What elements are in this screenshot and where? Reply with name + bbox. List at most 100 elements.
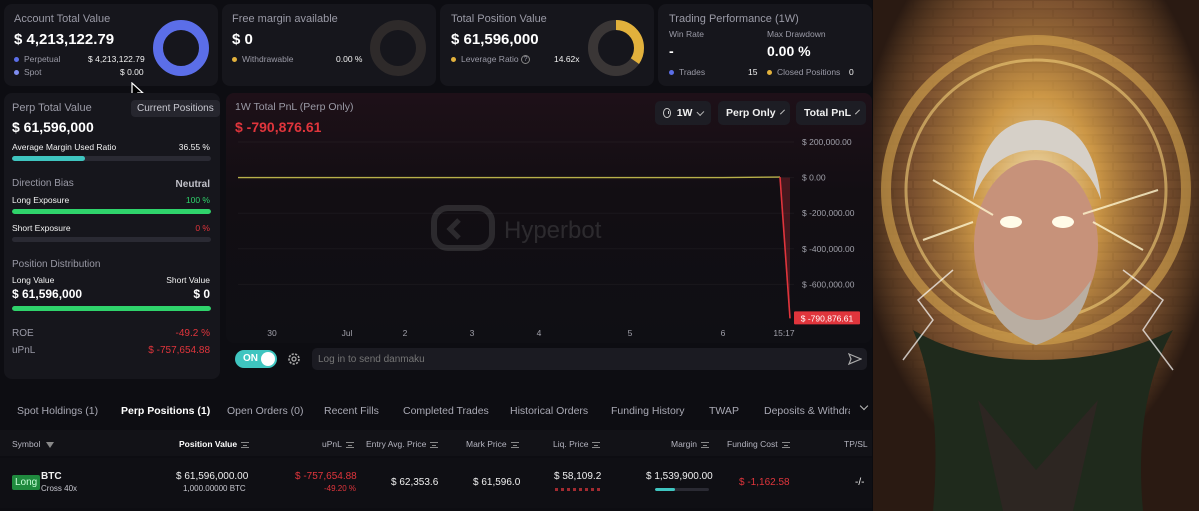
x-tick-label: Jul	[342, 328, 353, 338]
col-entry-price[interactable]: Entry Avg. Price	[366, 439, 439, 449]
account-donut-chart	[153, 20, 209, 76]
sort-icon[interactable]	[592, 441, 601, 448]
tab-historical-orders[interactable]: Historical Orders	[510, 405, 589, 417]
perpetual-label: Perpetual	[14, 54, 60, 64]
pnl-chart-panel: 1W Total PnL (Perp Only) $ -790,876.61	[226, 93, 872, 343]
timeframe-dropdown[interactable]: 1W	[655, 101, 711, 125]
free-margin-value: $ 0	[232, 31, 253, 48]
leverage-ratio-value: 14.62x	[554, 54, 580, 64]
upnl-label: uPnL	[12, 345, 36, 356]
free-margin-donut-chart	[370, 20, 426, 76]
position-value-title: Total Position Value	[451, 13, 547, 25]
trading-performance-card: Trading Performance (1W) Win Rate - Max …	[658, 4, 872, 86]
danmaku-input-wrap	[312, 348, 867, 370]
sort-icon[interactable]	[510, 441, 519, 448]
portrait-illustration	[873, 0, 1199, 511]
short-value-amount: $ 0	[193, 287, 210, 301]
x-tick-label: 3	[470, 328, 475, 338]
direction-bias-value: Neutral	[175, 179, 210, 190]
tab-open-orders[interactable]: Open Orders (0)	[227, 405, 304, 417]
tab-recent-fills[interactable]: Recent Fills	[324, 405, 379, 417]
position-size: 1,000.00000 BTC	[183, 484, 246, 493]
sort-icon[interactable]	[345, 441, 354, 448]
col-symbol[interactable]: Symbol	[12, 439, 54, 449]
watermark-logo: Hyperbot	[431, 205, 602, 251]
mark-price: $ 61,596.0	[473, 477, 521, 488]
last-value-label: $ -790,876.61	[801, 313, 854, 323]
perp-total-title: Perp Total Value	[12, 102, 92, 114]
col-margin[interactable]: Margin	[671, 439, 709, 449]
col-upnl[interactable]: uPnL	[322, 439, 354, 449]
trading-dashboard: Account Total Value $ 4,213,122.79 Perpe…	[0, 4, 872, 508]
info-icon[interactable]: ?	[521, 55, 531, 65]
avg-margin-label: Average Margin Used Ratio	[12, 142, 117, 152]
sort-icon[interactable]	[430, 441, 439, 448]
closed-positions-value: 0	[849, 67, 854, 77]
bottom-tabs	[0, 394, 872, 428]
x-tick-label: 15:17	[773, 328, 795, 338]
col-liq-price[interactable]: Liq. Price	[553, 439, 601, 449]
tab-perp-positions[interactable]: Perp Positions (1)	[121, 405, 211, 417]
sort-icon[interactable]	[700, 441, 709, 448]
send-icon[interactable]	[848, 352, 862, 366]
danmaku-toggle-label: ON	[243, 353, 258, 364]
pnl-chart-value: $ -790,876.61	[235, 119, 322, 135]
margin-usage-bar	[655, 488, 709, 491]
current-positions-button[interactable]: Current Positions	[131, 100, 220, 117]
sort-icon[interactable]	[241, 441, 250, 448]
y-tick-label: $ 0.00	[802, 173, 826, 183]
table-row[interactable]: Long BTC Cross 40x $ 61,596,000.00 1,000…	[0, 458, 872, 508]
margin-amount: $ 1,539,900.00	[646, 471, 713, 482]
x-tick-label: 30	[267, 328, 277, 338]
leverage-ratio-label: Leverage Ratio ?	[451, 54, 531, 65]
danmaku-toggle[interactable]: ON	[235, 350, 277, 368]
x-tick-label: 4	[537, 328, 542, 338]
short-exposure-label: Short Exposure	[12, 223, 71, 233]
positions-table-header	[0, 430, 872, 456]
long-exposure-bar	[12, 209, 211, 214]
col-funding-cost[interactable]: Funding Cost	[727, 439, 790, 449]
long-value-amount: $ 61,596,000	[12, 287, 83, 301]
toggle-knob	[261, 352, 275, 366]
symbol-name[interactable]: BTC	[41, 471, 62, 482]
tab-spot-holdings[interactable]: Spot Holdings (1)	[17, 405, 99, 417]
sort-icon[interactable]	[781, 441, 790, 448]
tab-completed-trades[interactable]: Completed Trades	[403, 405, 489, 417]
col-mark-price[interactable]: Mark Price	[466, 439, 519, 449]
win-rate-value: -	[669, 43, 674, 59]
trades-label: Trades	[669, 67, 705, 77]
position-distribution-label: Position Distribution	[12, 259, 101, 270]
position-value-card: Total Position Value $ 61,596,000 Levera…	[440, 4, 654, 86]
col-position-value[interactable]: Position Value	[179, 439, 250, 449]
tab-funding-history[interactable]: Funding History	[611, 405, 685, 417]
direction-bias-label: Direction Bias	[12, 178, 74, 189]
y-tick-label: $ -600,000.00	[802, 279, 855, 289]
avg-margin-bar	[12, 156, 211, 161]
roe-label: ROE	[12, 328, 34, 339]
danmaku-input[interactable]	[318, 350, 838, 368]
metric-dropdown[interactable]: Total PnL	[796, 101, 866, 125]
pnl-series-line	[238, 176, 781, 179]
tpsl-value[interactable]: -/-	[855, 477, 865, 488]
funding-cost: $ -1,162.58	[739, 477, 790, 488]
position-value: $ 61,596,000.00	[176, 471, 249, 482]
scope-dropdown[interactable]: Perp Only	[718, 101, 790, 125]
long-side-badge: Long	[12, 475, 41, 490]
free-margin-card: Free margin available $ 0 Withdrawable 0…	[222, 4, 436, 86]
clock-icon	[663, 108, 671, 118]
upnl-value: $ -757,654.88	[148, 345, 210, 356]
pnl-chart-title: 1W Total PnL (Perp Only)	[235, 101, 354, 113]
upnl-amount: $ -757,654.88	[295, 471, 357, 482]
position-value-value: $ 61,596,000	[451, 31, 539, 48]
y-tick-label: $ -200,000.00	[802, 208, 855, 218]
filter-icon[interactable]	[45, 441, 54, 448]
x-tick-label: 5	[628, 328, 633, 338]
tab-twap[interactable]: TWAP	[709, 405, 739, 417]
settings-gear-icon[interactable]	[287, 352, 301, 366]
perp-summary-card: Perp Total Value Current Positions $ 61,…	[4, 93, 220, 379]
chevron-down-icon	[696, 107, 705, 116]
tab-deposits-withdraw[interactable]: Deposits & Withdraw	[764, 405, 850, 417]
entry-price: $ 62,353.6	[391, 477, 439, 488]
long-exposure-value: 100 %	[185, 195, 210, 205]
perp-total-value: $ 61,596,000	[12, 119, 94, 135]
